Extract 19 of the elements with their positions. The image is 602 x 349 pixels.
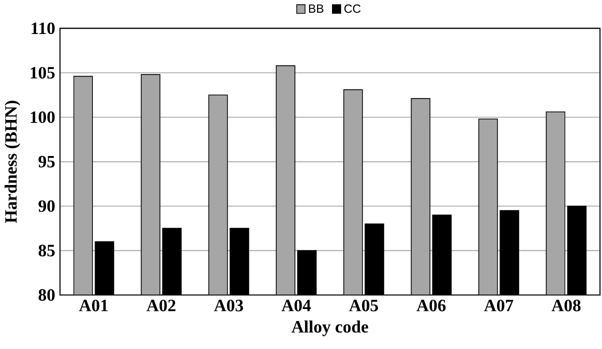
y-tick-label: 90	[38, 200, 55, 212]
y-tick-label: 100	[30, 111, 55, 124]
y-tick-label: 80	[38, 289, 55, 301]
x-tick-label: A07	[484, 300, 514, 312]
y-tick-label: 85	[38, 244, 55, 256]
y-tick-label: 105	[30, 66, 55, 79]
x-tick-label: A08	[552, 300, 581, 312]
x-tick-label: A06	[416, 300, 446, 312]
legend-label: CC	[344, 4, 361, 13]
x-tick-label: A04	[282, 300, 311, 312]
x-tick-label: A01	[79, 300, 108, 312]
y-tick-label: 95	[38, 156, 55, 168]
x-tick-label: A05	[349, 300, 378, 312]
x-tick-label: A03	[214, 300, 244, 312]
x-tick-label: A02	[146, 300, 176, 312]
legend-label: BB	[309, 4, 324, 13]
y-axis-title: Hardness (BHN)	[4, 100, 20, 224]
y-tick-label: 110	[32, 22, 55, 34]
x-axis-title: Alloy code	[292, 320, 368, 336]
